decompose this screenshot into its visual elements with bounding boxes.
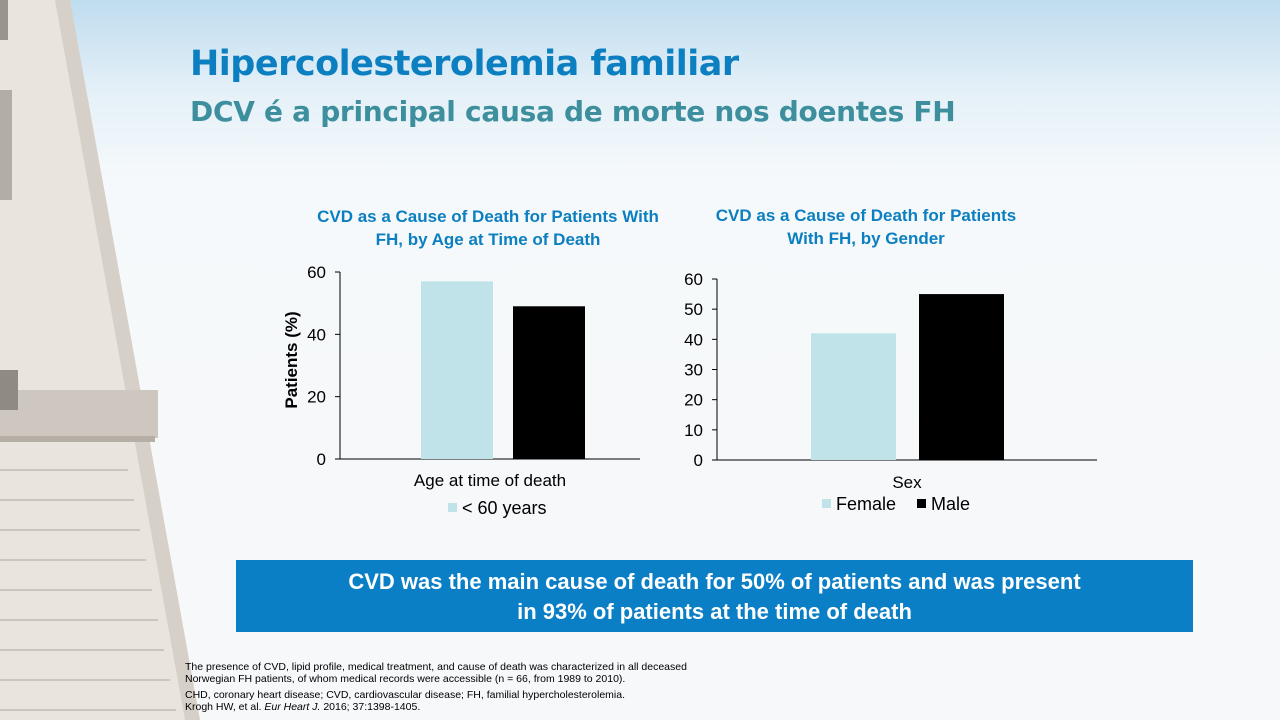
legend-label-age-1: < 60 years [462,498,547,518]
y-tick-label-gender: 20 [684,391,703,410]
y-tick-label-gender: 0 [694,451,703,470]
y-tick-label-age: 60 [307,263,326,282]
y-tick-label-age: 0 [317,450,326,469]
bar-age-2 [513,306,585,459]
reference-details: 2016; 37:1398-1405. [320,701,421,713]
footnote-line-2: Norwegian FH patients, of whom medical r… [185,673,626,685]
legend-swatch-gender-2 [917,499,926,508]
slide-subtitle: DCV é a principal causa de morte nos doe… [190,95,956,128]
y-axis-label-age: Patients (%) [282,311,301,408]
chart-title-gender: CVD as a Cause of Death for Patients Wit… [715,206,1017,248]
y-tick-label-age: 20 [307,388,326,407]
bar-gender-2 [919,294,1004,460]
reference-journal: Eur Heart J. [264,701,321,713]
slide-title: Hipercolesterolemia familiar [190,44,739,84]
reference-authors: Krogh HW, et al. [185,701,265,713]
key-finding-banner: CVD was the main cause of death for 50% … [236,560,1193,632]
footnote-line-1: The presence of CVD, lipid profile, medi… [185,661,687,673]
y-tick-label-gender: 40 [684,330,703,349]
legend-swatch-age-1 [448,503,457,512]
legend-label-gender-2: Male [931,494,970,514]
chart-title-age: CVD as a Cause of Death for Patients Wit… [317,207,659,249]
x-axis-label-age: Age at time of death [414,471,566,490]
y-tick-label-gender: 50 [684,300,703,319]
bar-age-1 [421,281,493,459]
footnotes: The presence of CVD, lipid profile, medi… [185,661,785,713]
y-tick-label-gender: 10 [684,421,703,440]
y-tick-label-gender: 60 [684,270,703,289]
x-axis-label-gender: Sex [892,473,922,492]
banner-line-2: in 93% of patients at the time of death [517,599,912,624]
y-tick-label-gender: 30 [684,361,703,380]
footnote-reference: Krogh HW, et al. Eur Heart J. 2016; 37:1… [185,701,785,713]
building-background-image [0,0,200,720]
footnote-abbreviations: CHD, coronary heart disease; CVD, cardio… [185,689,626,701]
legend-label-gender-1: Female [836,494,896,514]
banner-line-1: CVD was the main cause of death for 50% … [348,569,1081,594]
bar-gender-1 [811,333,896,460]
legend-swatch-gender-1 [822,499,831,508]
y-tick-label-age: 40 [307,325,326,344]
